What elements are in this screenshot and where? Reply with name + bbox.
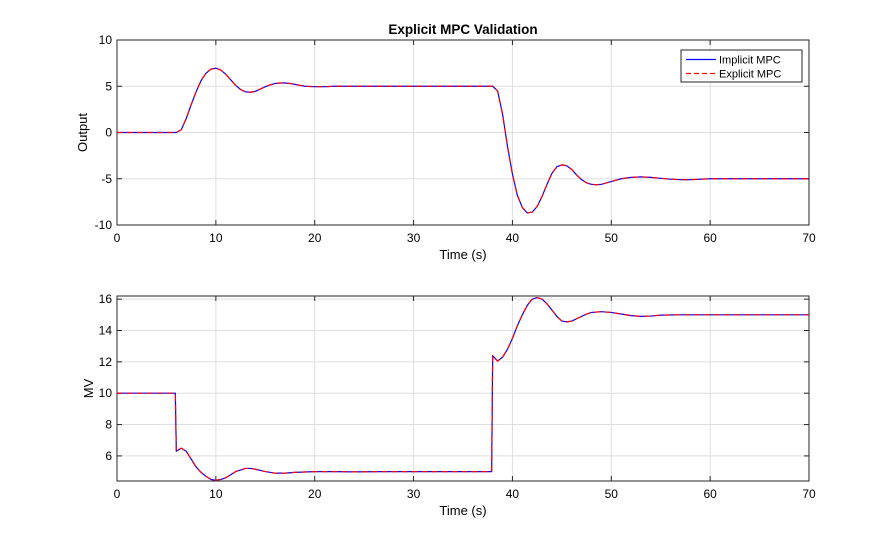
mv-chart-xtick-label-5: 50	[605, 487, 619, 501]
mv-chart-xtick-label-1: 10	[209, 487, 223, 501]
mv-chart-xtick-label-3: 30	[407, 487, 421, 501]
mv-chart-series-explicit-mpc	[117, 296, 809, 481]
mv-chart-ytick-label-3: 12	[99, 355, 113, 369]
mv-chart-xtick-label-4: 40	[506, 487, 520, 501]
mv-chart-xtick-label-6: 60	[703, 487, 717, 501]
output-chart-xtick-label-5: 50	[605, 231, 619, 245]
output-chart-ytick-label-0: -10	[95, 218, 113, 232]
mv-chart-ticks: 0 10 20 30 40 50 60 70 6 8 10 12 14 16	[99, 292, 816, 501]
chart-title: Explicit MPC Validation	[388, 22, 537, 37]
mv-chart-ytick-label-1: 8	[105, 418, 112, 432]
output-chart-ticks: 0 10 20 30 40 50 60 70 -10 -5 0 5 10	[95, 33, 816, 245]
output-chart-ylabel: Output	[75, 113, 90, 152]
legend-box	[680, 49, 803, 83]
output-chart-xtick-label-2: 20	[308, 231, 322, 245]
output-chart: 0 10 20 30 40 50 60 70 -10 -5 0 5 10 Explicit MPC Va…	[75, 22, 816, 262]
mv-chart-frame	[116, 295, 810, 482]
legend: Implicit MPC Explicit MPC	[680, 49, 803, 83]
mv-chart-xtick-label-7: 70	[802, 487, 816, 501]
mv-chart-xlabel: Time (s)	[439, 503, 486, 518]
output-chart-xtick-label-3: 30	[407, 231, 421, 245]
mv-chart-ytick-label-2: 10	[99, 386, 113, 400]
mv-chart-xtick-label-0: 0	[114, 487, 121, 501]
mv-chart-grid	[116, 296, 810, 481]
output-chart-xtick-label-6: 60	[703, 231, 717, 245]
output-chart-ytick-label-2: 0	[105, 126, 112, 140]
mv-chart-xtick-label-2: 20	[308, 487, 322, 501]
output-chart-xtick-label-4: 40	[506, 231, 520, 245]
output-chart-series	[117, 67, 809, 214]
output-chart-xtick-label-0: 0	[114, 231, 121, 245]
output-chart-series-explicit-mpc	[117, 67, 809, 214]
mv-chart-ytick-label-4: 14	[99, 323, 113, 337]
mv-chart-ylabel: MV	[81, 378, 96, 398]
output-chart-ytick-label-1: -5	[101, 172, 112, 186]
output-chart-ytick-label-3: 5	[105, 79, 112, 93]
output-chart-xtick-label-7: 70	[802, 231, 816, 245]
legend-label-explicit: Explicit MPC	[719, 69, 781, 81]
mv-chart-ytick-label-5: 16	[99, 292, 113, 306]
output-chart-ytick-label-4: 10	[99, 33, 113, 47]
output-chart-xtick-label-1: 10	[209, 231, 223, 245]
mv-chart: 0 10 20 30 40 50 60 70 6 8 10 12 14 16 Time (s) MV	[81, 292, 816, 518]
mv-chart-series	[117, 296, 809, 481]
output-chart-xlabel: Time (s)	[439, 247, 486, 262]
legend-label-implicit: Implicit MPC	[719, 55, 781, 67]
mv-chart-ytick-label-0: 6	[105, 449, 112, 463]
